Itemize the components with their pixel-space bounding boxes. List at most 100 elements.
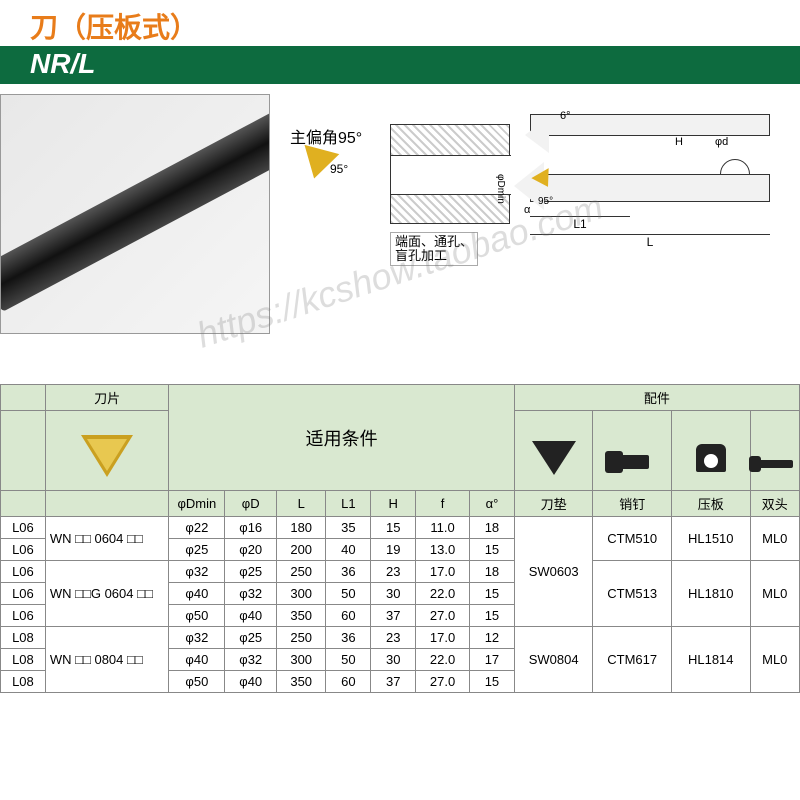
tool-body [530, 174, 770, 202]
angle-95: 95° [330, 162, 348, 176]
table-row: L06 WN □□G 0604 □□ φ32 φ25 250 36 23 17.… [1, 561, 800, 583]
cell: 15 [371, 517, 416, 539]
col-blank [1, 385, 46, 411]
col-screw: 双头 [750, 491, 799, 517]
cell: 200 [277, 539, 326, 561]
dim-L1: L1 [530, 216, 630, 231]
cell-code: L06 [1, 517, 46, 539]
header: 刀（压板式） NR/L [0, 0, 800, 84]
cell-pin: CTM513 [593, 561, 672, 627]
cell: φ25 [169, 539, 225, 561]
model-band: NR/L [0, 46, 800, 84]
cell: 15 [470, 539, 515, 561]
col-conditions: 适用条件 [169, 385, 515, 491]
cell-shim: SW0804 [514, 627, 593, 693]
table-row: L06 WN □□ 0604 □□ φ22 φ16 180 35 15 11.0… [1, 517, 800, 539]
cell: 40 [326, 539, 371, 561]
col-phiDmin: φDmin [169, 491, 225, 517]
cell: 12 [470, 627, 515, 649]
cell: φ25 [225, 627, 277, 649]
workpiece [390, 124, 510, 224]
table-subheader-row: φDmin φD L L1 H f α° 刀垫 销钉 压板 双头 [1, 491, 800, 517]
cell: φ40 [169, 649, 225, 671]
cell-pin: CTM617 [593, 627, 672, 693]
col-pin: 销钉 [593, 491, 672, 517]
cell: φ16 [225, 517, 277, 539]
cell: 350 [277, 605, 326, 627]
cell: φ50 [169, 605, 225, 627]
cell: 37 [371, 605, 416, 627]
cell: 18 [470, 517, 515, 539]
cell: 17.0 [416, 561, 470, 583]
cell: 13.0 [416, 539, 470, 561]
cell: 36 [326, 561, 371, 583]
diagram-row: 主偏角95° 95° φDmin 端面、通孔、 盲孔加工 6° H φd 95°… [0, 84, 800, 344]
cell: 250 [277, 627, 326, 649]
cell: φ20 [225, 539, 277, 561]
dim-6deg: 6° [560, 110, 571, 122]
cell: 11.0 [416, 517, 470, 539]
col-shim: 刀垫 [514, 491, 593, 517]
cell: 30 [371, 649, 416, 671]
pin-image [593, 411, 672, 491]
col-L: L [277, 491, 326, 517]
cell: φ25 [225, 561, 277, 583]
dim-95-bottom: 95° [538, 196, 553, 207]
dim-H: H [675, 136, 683, 148]
cell: 27.0 [416, 605, 470, 627]
shim-image [514, 411, 593, 491]
angle-label: 主偏角95° [290, 124, 362, 148]
cell: 18 [470, 561, 515, 583]
cell-pin: CTM510 [593, 517, 672, 561]
cross-section-diagram: 主偏角95° 95° φDmin 端面、通孔、 盲孔加工 [280, 114, 520, 344]
cell-code: L06 [1, 539, 46, 561]
cell: 22.0 [416, 583, 470, 605]
col-phiD: φD [225, 491, 277, 517]
col-alpha: α° [470, 491, 515, 517]
cell: 37 [371, 671, 416, 693]
cell: φ32 [169, 561, 225, 583]
dim-phid: φd [715, 136, 728, 148]
cell-shim: SW0603 [514, 517, 593, 627]
cell: φ40 [169, 583, 225, 605]
cell-code: L06 [1, 605, 46, 627]
insert-image [45, 411, 168, 491]
spec-table: 刀片 适用条件 配件 φDmin φD L L1 H f α° 刀垫 销钉 压板… [0, 384, 800, 693]
cell: φ32 [169, 627, 225, 649]
cell: 300 [277, 649, 326, 671]
cell: 23 [371, 627, 416, 649]
screw-image [750, 411, 799, 491]
dimension-diagram: 6° H φd 95° α L1 L [520, 104, 790, 344]
blank-cell [1, 411, 46, 491]
cell-code: L08 [1, 649, 46, 671]
table-row: L08 WN □□ 0804 □□ φ32 φ25 250 36 23 17.0… [1, 627, 800, 649]
cell-insert: WN □□ 0604 □□ [45, 517, 168, 561]
table-header-row: 刀片 适用条件 配件 [1, 385, 800, 411]
cell: 17.0 [416, 627, 470, 649]
cell: 60 [326, 605, 371, 627]
cell-screw: ML0 [750, 561, 799, 627]
page-title: 刀（压板式） [0, 0, 800, 46]
col-clamp: 压板 [671, 491, 750, 517]
col-H: H [371, 491, 416, 517]
cell: φ40 [225, 671, 277, 693]
cell: 27.0 [416, 671, 470, 693]
cell-clamp: HL1510 [671, 517, 750, 561]
cell: 17 [470, 649, 515, 671]
cell: 300 [277, 583, 326, 605]
cell: φ32 [225, 583, 277, 605]
dim-L: L [530, 234, 770, 249]
cell: 30 [371, 583, 416, 605]
cell-clamp: HL1810 [671, 561, 750, 627]
cell: φ22 [169, 517, 225, 539]
phi-dmin-label: φDmin [495, 174, 506, 204]
cell-screw: ML0 [750, 517, 799, 561]
cell-code: L06 [1, 583, 46, 605]
cell: 60 [326, 671, 371, 693]
cell: φ32 [225, 649, 277, 671]
col-insert: 刀片 [45, 385, 168, 411]
dim-alpha: α [524, 204, 530, 216]
cell: 15 [470, 671, 515, 693]
cell: 15 [470, 583, 515, 605]
cell: φ50 [169, 671, 225, 693]
